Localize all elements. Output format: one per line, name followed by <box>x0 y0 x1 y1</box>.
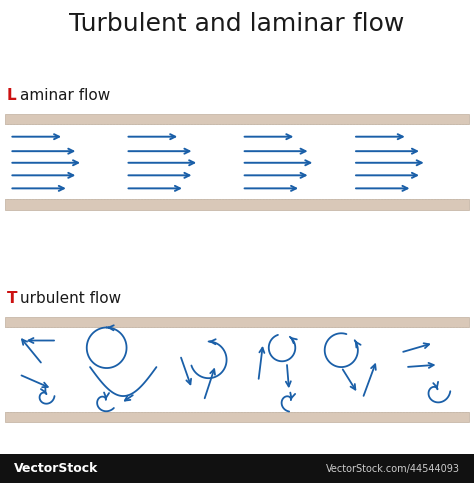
Text: urbulent flow: urbulent flow <box>20 291 121 306</box>
Bar <box>5 412 469 422</box>
Bar <box>5 199 469 210</box>
Bar <box>5 317 469 327</box>
Text: aminar flow: aminar flow <box>20 88 110 103</box>
Text: L: L <box>7 88 17 103</box>
Text: VectorStock: VectorStock <box>14 462 99 475</box>
Text: Turbulent and laminar flow: Turbulent and laminar flow <box>69 12 405 36</box>
Text: VectorStock.com/44544093: VectorStock.com/44544093 <box>326 464 460 473</box>
Bar <box>5 114 469 124</box>
Bar <box>0 454 474 483</box>
Text: T: T <box>7 291 18 306</box>
